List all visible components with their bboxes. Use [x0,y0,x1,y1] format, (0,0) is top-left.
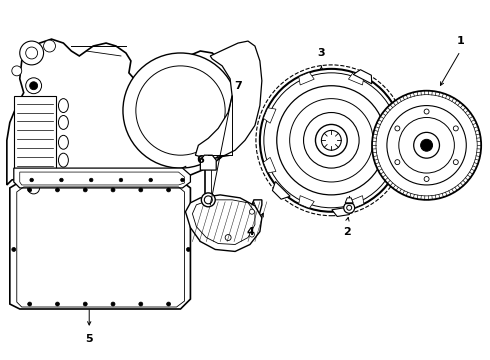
Circle shape [30,178,33,182]
Text: 4: 4 [246,226,254,237]
Polygon shape [387,157,399,173]
Text: 6: 6 [196,155,204,165]
Circle shape [414,132,440,158]
Circle shape [347,205,352,210]
Circle shape [136,66,225,155]
Circle shape [181,178,184,182]
Ellipse shape [58,135,69,149]
Text: 2: 2 [343,226,351,237]
Polygon shape [299,195,314,208]
Text: 3: 3 [318,48,325,58]
Circle shape [201,193,215,207]
Circle shape [30,82,38,90]
Ellipse shape [58,116,69,129]
Circle shape [277,86,386,195]
Circle shape [139,302,143,306]
Polygon shape [263,108,276,123]
Text: 7: 7 [234,81,242,91]
Circle shape [249,209,254,214]
Circle shape [60,178,63,182]
Polygon shape [196,41,262,158]
Polygon shape [299,72,314,85]
Polygon shape [7,39,242,185]
Circle shape [149,178,152,182]
Text: 1: 1 [457,36,464,46]
Circle shape [111,188,115,192]
Circle shape [303,113,359,168]
Circle shape [167,188,171,192]
Polygon shape [200,155,216,170]
Circle shape [119,178,123,182]
Circle shape [399,117,454,173]
Circle shape [12,66,22,76]
Circle shape [290,99,373,182]
Circle shape [55,302,59,306]
Circle shape [225,235,231,240]
Polygon shape [185,195,262,251]
Circle shape [420,139,433,151]
Circle shape [28,182,40,194]
Ellipse shape [58,153,69,167]
Circle shape [453,159,458,165]
Circle shape [453,126,458,131]
Ellipse shape [58,99,69,113]
Circle shape [249,232,254,237]
Circle shape [12,247,16,251]
Polygon shape [345,198,353,203]
Polygon shape [208,200,262,244]
Circle shape [316,125,347,156]
Circle shape [25,78,42,94]
Polygon shape [14,168,191,188]
Circle shape [343,202,355,213]
Circle shape [83,302,87,306]
Circle shape [372,91,481,200]
Polygon shape [272,181,290,199]
Circle shape [20,41,44,65]
Polygon shape [353,70,372,84]
Circle shape [395,159,400,165]
Circle shape [123,53,238,168]
Circle shape [139,188,143,192]
Circle shape [321,130,341,150]
Circle shape [44,40,55,52]
Circle shape [387,105,466,185]
Circle shape [25,47,38,59]
Circle shape [260,69,403,212]
Circle shape [28,188,32,192]
Circle shape [395,126,400,131]
Polygon shape [348,195,364,208]
Text: 5: 5 [85,334,93,344]
Polygon shape [10,182,191,309]
Circle shape [28,302,32,306]
Circle shape [204,196,212,204]
Circle shape [111,302,115,306]
Circle shape [83,188,87,192]
Circle shape [424,176,429,181]
Circle shape [89,178,93,182]
Circle shape [187,247,191,251]
Polygon shape [332,207,352,216]
Polygon shape [387,108,399,123]
Circle shape [424,109,429,114]
Polygon shape [263,157,276,173]
Polygon shape [348,72,364,85]
Circle shape [55,188,59,192]
Circle shape [167,302,171,306]
Polygon shape [14,96,56,172]
